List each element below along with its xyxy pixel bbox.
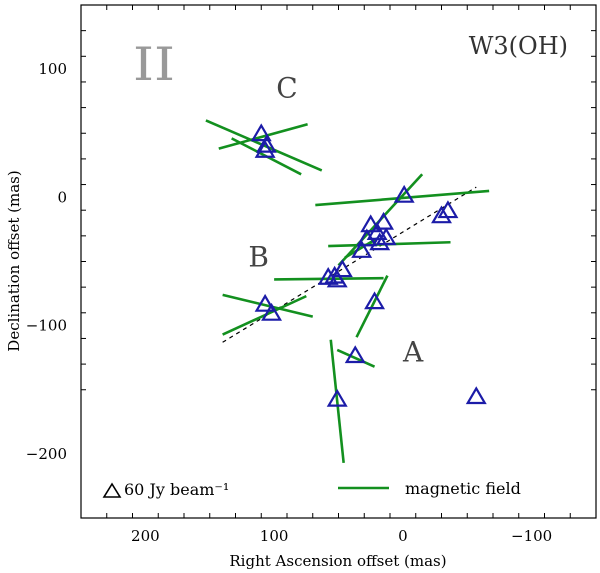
legend-triangle-label: 60 Jy beam⁻¹ bbox=[124, 480, 229, 499]
region-label: C bbox=[276, 71, 297, 104]
maser-triangle bbox=[317, 266, 339, 285]
field-vector bbox=[344, 237, 378, 259]
region-label: A bbox=[402, 336, 424, 369]
maser-triangle bbox=[255, 134, 277, 153]
magnetic-field-vectors bbox=[205, 119, 490, 463]
legend-field-label: magnetic field bbox=[405, 479, 521, 498]
maser-triangle bbox=[465, 386, 487, 405]
field-vector bbox=[336, 348, 376, 368]
field-vector bbox=[315, 189, 490, 207]
source-title: W3(OH) bbox=[469, 32, 568, 60]
x-tick-label: 100 bbox=[260, 527, 289, 545]
field-vector bbox=[329, 339, 345, 463]
maser-triangle bbox=[326, 269, 348, 288]
maser-triangle bbox=[254, 293, 276, 312]
legend: 60 Jy beam⁻¹ magnetic field bbox=[102, 479, 521, 499]
field-vector bbox=[218, 123, 308, 150]
y-tick-label: −100 bbox=[26, 317, 67, 335]
x-tick-label: −100 bbox=[511, 527, 552, 545]
axis-ticks bbox=[80, 4, 597, 518]
maser-triangle bbox=[331, 259, 353, 278]
x-axis-title: Right Ascension offset (mas) bbox=[229, 552, 446, 570]
x-tick-labels: 200 100 0 −100 bbox=[131, 527, 552, 545]
region-labels: C B A bbox=[248, 71, 424, 368]
x-tick-label: 200 bbox=[131, 527, 160, 545]
maser-triangle bbox=[261, 302, 283, 321]
maser-triangle bbox=[364, 291, 386, 310]
maser-triangle bbox=[254, 140, 276, 158]
maser-spots bbox=[250, 123, 487, 407]
legend-triangle-icon bbox=[102, 482, 122, 498]
region-label: B bbox=[248, 241, 269, 274]
field-vector bbox=[355, 275, 389, 338]
y-tick-label: 100 bbox=[38, 60, 67, 78]
maser-triangle bbox=[344, 345, 366, 364]
x-tick-label: 0 bbox=[398, 527, 408, 545]
panel-label: II bbox=[133, 37, 175, 91]
y-axis-title: Declination offset (mas) bbox=[5, 170, 23, 351]
maser-triangle bbox=[250, 123, 272, 142]
y-tick-label: −200 bbox=[26, 445, 67, 463]
y-tick-label: 0 bbox=[57, 188, 67, 206]
y-tick-labels: 100 0 −100 −200 bbox=[26, 60, 67, 463]
field-vector bbox=[222, 293, 314, 318]
maser-triangle bbox=[375, 227, 397, 246]
maser-triangle bbox=[360, 214, 382, 233]
maser-triangle bbox=[373, 211, 395, 230]
maser-triangle bbox=[351, 240, 373, 258]
maser-triangle bbox=[369, 232, 391, 251]
maser-triangle bbox=[393, 184, 415, 203]
maser-triangle bbox=[431, 205, 452, 224]
maser-triangle bbox=[356, 228, 378, 247]
maser-triangle bbox=[326, 388, 348, 407]
